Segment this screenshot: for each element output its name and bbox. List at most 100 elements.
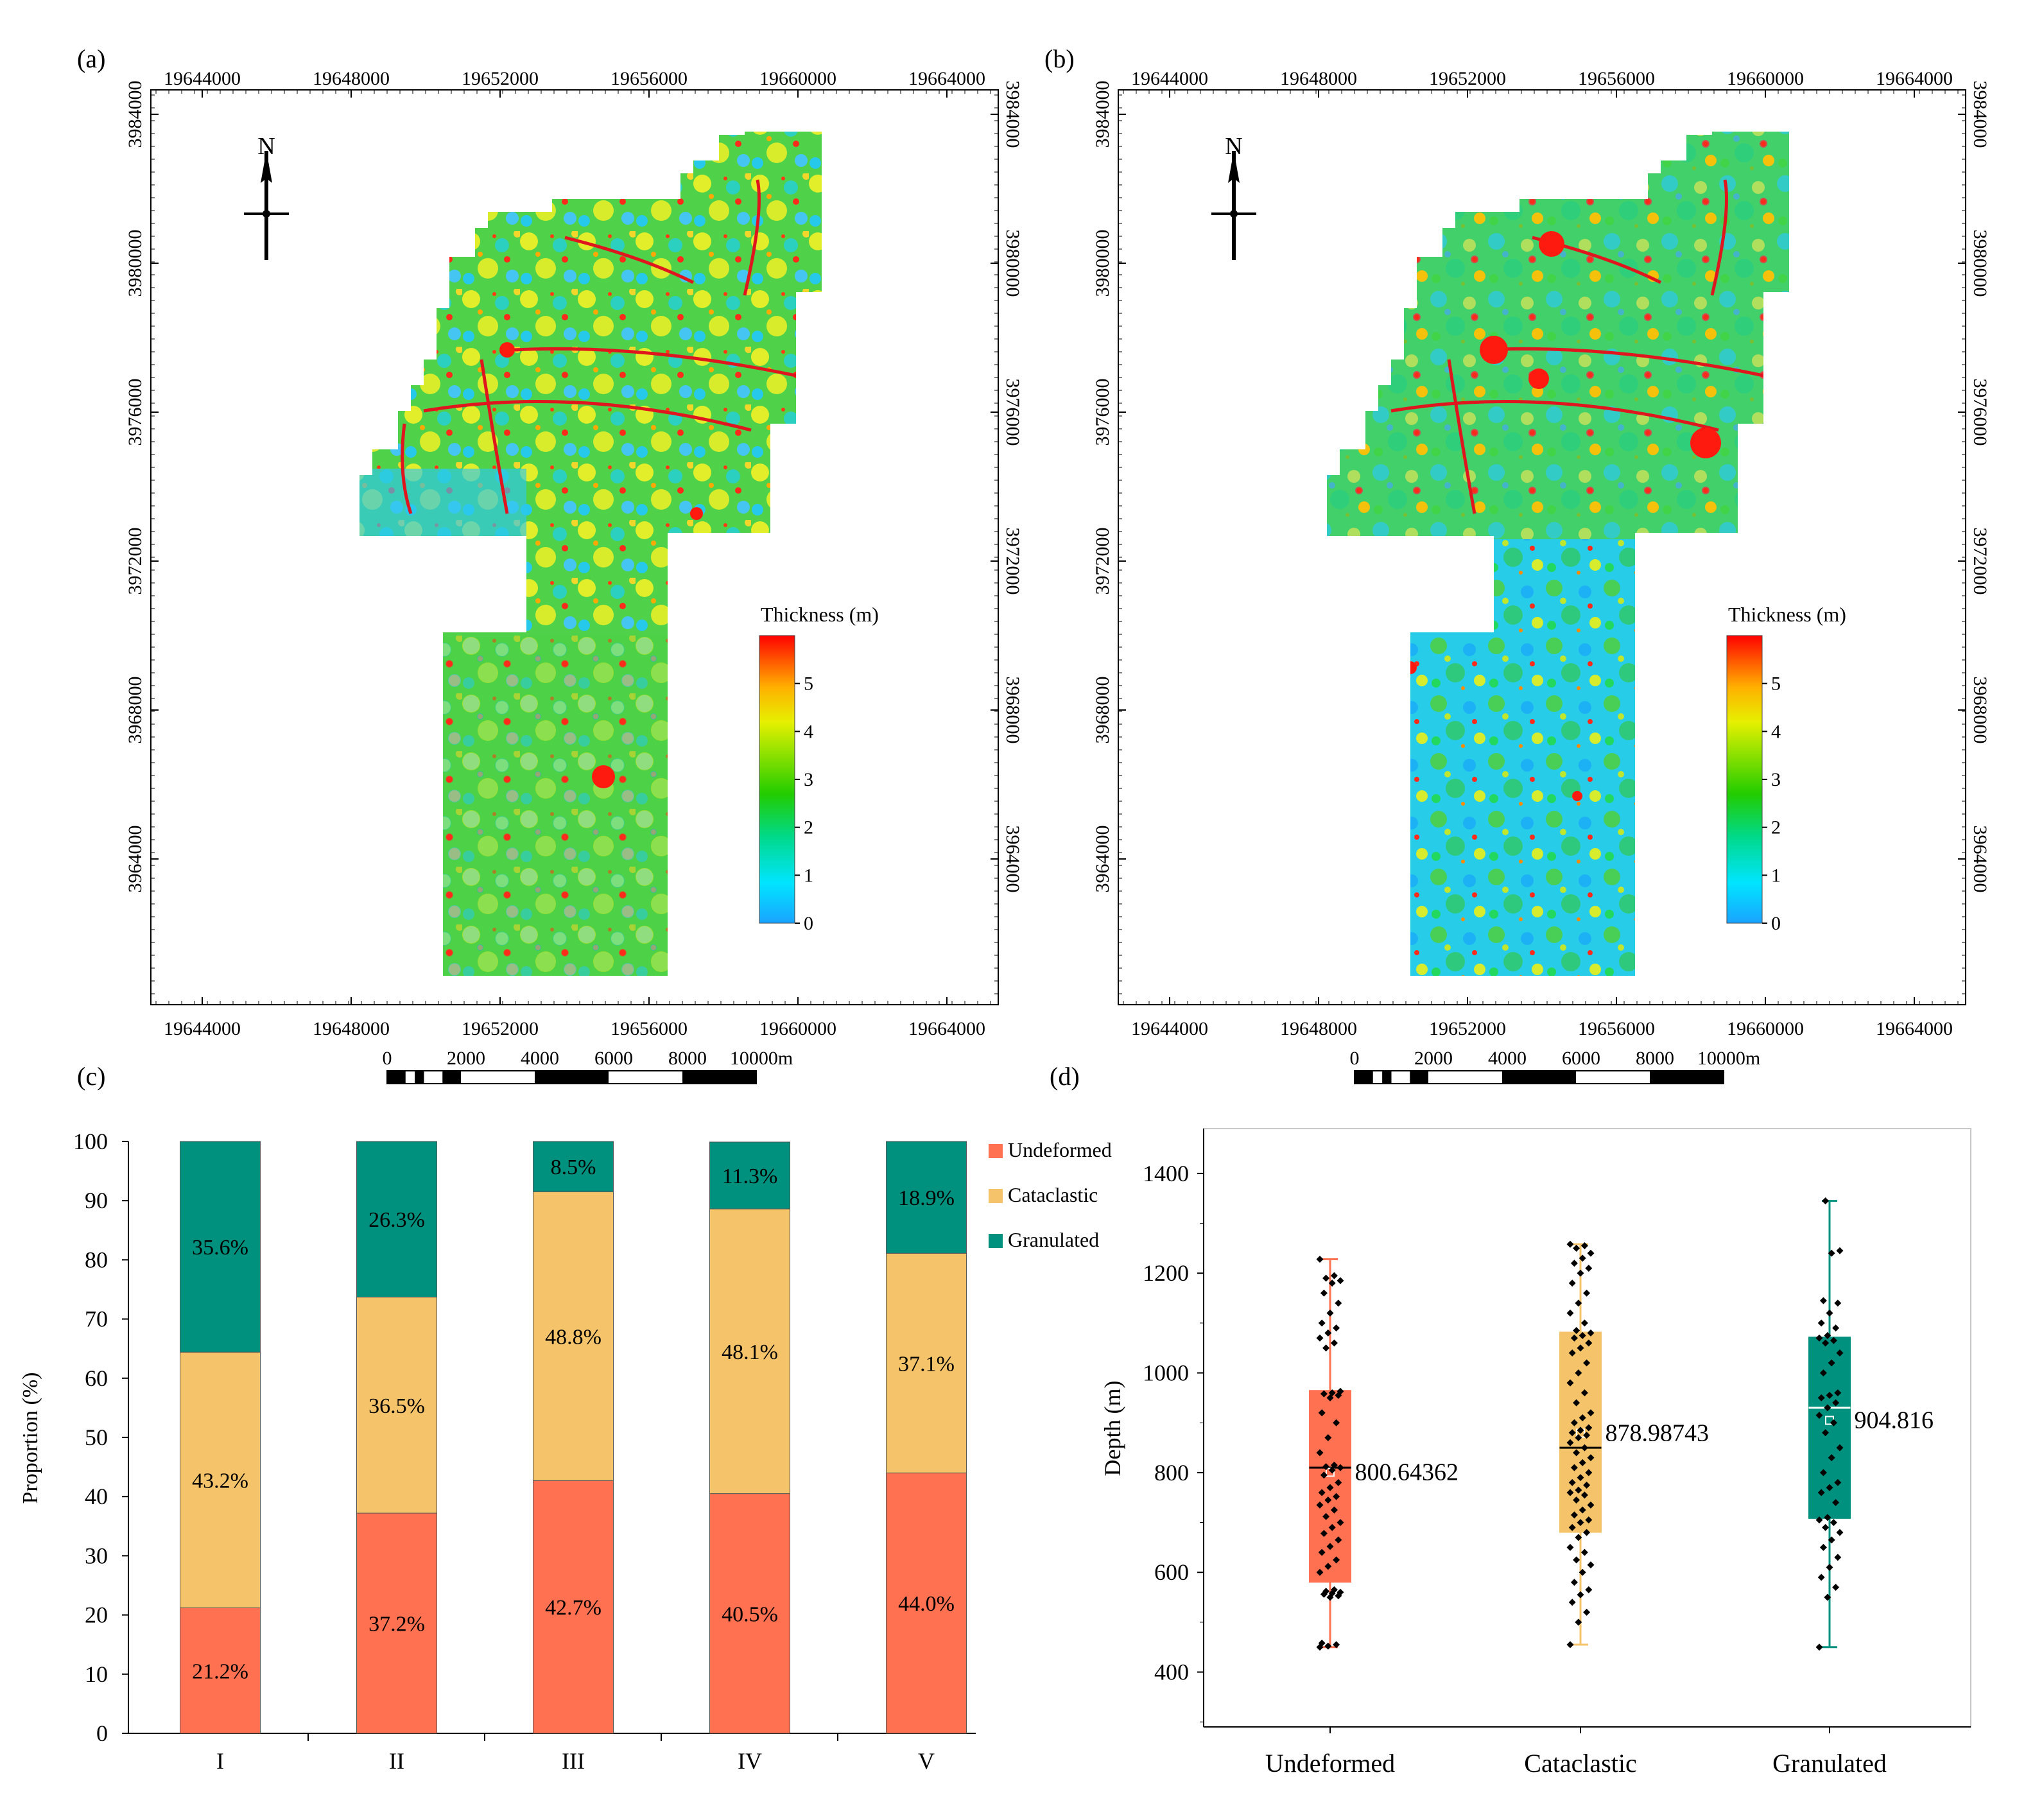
colorbar-a: Thickness (m) 5 4 3 2 1 0 (759, 603, 879, 934)
panel-a-label: (a) (77, 44, 105, 73)
data-point (1316, 1449, 1324, 1457)
data-point (1828, 1249, 1835, 1257)
colorbar-gradient (759, 635, 795, 924)
x-tick-label: Undeformed (1265, 1749, 1395, 1778)
data-point (1577, 1344, 1584, 1352)
data-point (1828, 1454, 1835, 1462)
data-point (1577, 1269, 1584, 1277)
map-right-axis: 3984000 3980000 3976000 3972000 3968000 39640… (1958, 81, 1991, 994)
data-point (1834, 1478, 1842, 1486)
colorbar-tick-label: 0 (804, 913, 813, 934)
y-tick-label: 100 (73, 1129, 108, 1154)
data-point (1834, 1554, 1842, 1561)
data-point (1577, 1519, 1584, 1527)
data-point (1822, 1429, 1830, 1437)
bar-data-label: 26.3% (368, 1208, 425, 1232)
colorbar-tick-label: 0 (1771, 913, 1781, 934)
data-point (1579, 1459, 1586, 1466)
y-tick-label: 10 (85, 1661, 108, 1687)
x-tick-label: 19652000 (462, 1018, 539, 1039)
data-point (1830, 1519, 1837, 1527)
data-point (1568, 1599, 1576, 1606)
data-point (1337, 1588, 1344, 1596)
y-tick-label: 3984000 (1002, 81, 1023, 148)
y-tick-label: 3984000 (1969, 81, 1991, 148)
data-point (1580, 1319, 1588, 1327)
mean-label: 878.98743 (1606, 1420, 1710, 1447)
north-label: N (1225, 133, 1242, 160)
data-point (1579, 1331, 1586, 1339)
x-tick-label: 19660000 (759, 68, 836, 89)
data-point (1333, 1556, 1340, 1564)
data-point (1316, 1501, 1324, 1509)
data-point (1585, 1516, 1593, 1524)
data-point (1322, 1274, 1330, 1282)
scalebar-segment (415, 1071, 424, 1084)
data-point (1834, 1299, 1842, 1307)
y-tick-label: 40 (85, 1484, 108, 1509)
data-point (1817, 1573, 1825, 1581)
y-tick-label: 3980000 (125, 230, 146, 297)
bar-data-label: 37.2% (368, 1613, 425, 1636)
y-tick-label: 3968000 (1969, 677, 1991, 744)
y-tick-label: 3964000 (1002, 826, 1023, 893)
data-point (1583, 1529, 1591, 1536)
bar-segment-cataclastic (709, 1208, 790, 1495)
x-tick-label: Cataclastic (1524, 1749, 1636, 1778)
x-tick-label: 19652000 (1429, 68, 1506, 89)
x-tick-label: 19652000 (1429, 1018, 1506, 1039)
data-point (1566, 1543, 1574, 1551)
scalebar-segment (535, 1071, 609, 1084)
data-point (1824, 1514, 1831, 1521)
scalebar-label: 6000 (594, 1048, 633, 1069)
data-point (1585, 1424, 1593, 1432)
data-point (1322, 1344, 1330, 1352)
legend-label: Granulated (1008, 1228, 1099, 1251)
data-point (1817, 1319, 1825, 1327)
legend: Undeformed Cataclastic Granulated (989, 1138, 1112, 1251)
bar-segment-granulated (533, 1141, 614, 1192)
data-point (1832, 1324, 1840, 1332)
y-tick-label: 3980000 (1969, 230, 1991, 297)
data-point (1587, 1561, 1595, 1569)
data-point (1580, 1389, 1588, 1397)
y-tick-label: 90 (85, 1188, 108, 1213)
x-tick-label: 19644000 (164, 68, 241, 89)
data-point (1587, 1501, 1595, 1509)
data-point (1832, 1584, 1840, 1591)
data-point (1337, 1519, 1344, 1527)
y-tick-label: 600 (1154, 1559, 1189, 1585)
bar-segment-cataclastic (180, 1351, 261, 1609)
colorbar-tick-label: 4 (804, 721, 813, 742)
data-point (1335, 1299, 1342, 1307)
data-point (1566, 1240, 1574, 1248)
x-ticks: I II III IV V (216, 1733, 935, 1774)
x-tick-label: 19664000 (1876, 1018, 1953, 1039)
north-arrow: N (1211, 133, 1256, 260)
data-point (1320, 1289, 1328, 1297)
panel-a-map: (a) 19644000 19648000 19652000 19656000 1966… (77, 44, 1023, 1084)
data-point (1570, 1511, 1578, 1519)
y-ticks: 400 600 800 1000 1200 1400 (1143, 1161, 1204, 1722)
x-tick-label: 19644000 (164, 1018, 241, 1039)
data-point (1815, 1412, 1823, 1419)
bar-data-label: 43.2% (192, 1469, 248, 1493)
data-point (1583, 1608, 1591, 1616)
scalebar-segment (387, 1071, 406, 1084)
bar-data-label: 40.5% (722, 1602, 778, 1626)
bar-segment-granulated (709, 1141, 790, 1209)
scalebar-label: 4000 (1488, 1048, 1527, 1069)
data-point (1826, 1309, 1833, 1317)
x-tick-label: 19656000 (610, 1018, 688, 1039)
scalebar-segment (1650, 1071, 1724, 1084)
data-point (1826, 1563, 1833, 1571)
scalebar-label: 6000 (1562, 1048, 1600, 1069)
data-point (1337, 1387, 1344, 1395)
data-point (1570, 1334, 1578, 1342)
data-point (1566, 1379, 1574, 1387)
bar-segment-cataclastic (356, 1296, 437, 1514)
y-tick-label: 3972000 (1002, 528, 1023, 595)
y-tick-label: 60 (85, 1365, 108, 1391)
scalebar-label: 10000m (1697, 1048, 1760, 1069)
data-point (1819, 1469, 1827, 1477)
